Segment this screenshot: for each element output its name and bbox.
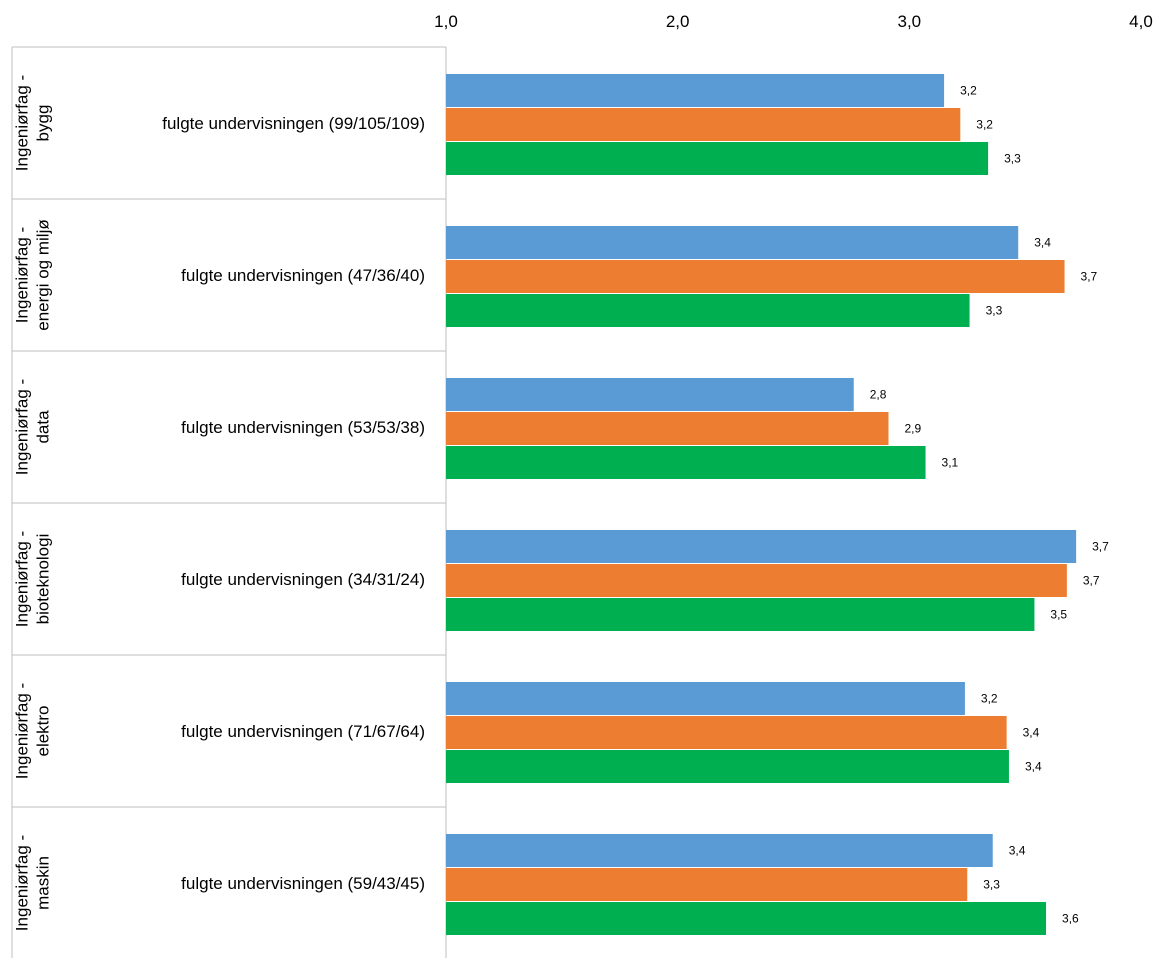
group-label-line: bygg (34, 105, 53, 142)
category-label: fulgte undervisningen (71/67/64) (181, 722, 425, 741)
bar (446, 530, 1077, 563)
bar (446, 412, 889, 445)
category-label: fulgte undervisningen (34/31/24) (181, 570, 425, 589)
group-label-line: Ingeniørfag - (13, 531, 32, 627)
bar (446, 226, 1019, 259)
bar (446, 378, 854, 411)
bar (446, 446, 926, 479)
data-label: 3,7 (1083, 574, 1100, 588)
bar (446, 868, 968, 901)
bar (446, 142, 989, 175)
group-label-line: elektro (34, 705, 53, 756)
bar (446, 682, 965, 715)
bar (446, 294, 970, 327)
data-label: 3,7 (1081, 270, 1098, 284)
data-label: 3,2 (960, 84, 977, 98)
data-label: 3,4 (1034, 236, 1051, 250)
data-label: 2,8 (870, 388, 887, 402)
bar (446, 598, 1035, 631)
bar (446, 108, 961, 141)
data-label: 3,4 (1025, 760, 1042, 774)
group-label: Ingeniørfag - data (13, 379, 53, 475)
group-label-line: energi og miljø (34, 219, 53, 331)
group-label-line: bioteknologi (34, 534, 53, 625)
data-label: 3,3 (1004, 152, 1021, 166)
data-label: 3,2 (976, 118, 993, 132)
data-label: 3,6 (1062, 912, 1079, 926)
group-label: Ingeniørfag - maskin (13, 835, 53, 931)
data-label: 3,7 (1092, 540, 1109, 554)
data-label: 3,5 (1050, 608, 1067, 622)
group-label-line: data (34, 410, 53, 444)
data-label: 3,3 (986, 304, 1003, 318)
data-label: 3,4 (1023, 726, 1040, 740)
bar (446, 74, 945, 107)
bar (446, 260, 1065, 293)
bar (446, 834, 993, 867)
group-label-line: Ingeniørfag - (13, 379, 32, 475)
group-label-line: Ingeniørfag - (13, 227, 32, 323)
bar (446, 716, 1007, 749)
category-label: fulgte undervisningen (53/53/38) (181, 418, 425, 437)
group-label: Ingeniørfag - bygg (13, 75, 53, 171)
group-label-line: maskin (34, 856, 53, 910)
bar (446, 750, 1009, 783)
x-tick-label: 3,0 (898, 12, 922, 31)
group-label-line: Ingeniørfag - (13, 683, 32, 779)
x-tick-label: 4,0 (1129, 12, 1153, 31)
data-label: 2,9 (904, 422, 921, 436)
bar (446, 564, 1067, 597)
data-label: 3,1 (942, 456, 959, 470)
group-label: Ingeniørfag - bioteknologi (13, 531, 53, 627)
bar (446, 902, 1047, 935)
data-label: 3,4 (1009, 844, 1026, 858)
group-label: Ingeniørfag - energi og miljø (13, 219, 53, 331)
group-label-line: Ingeniørfag - (13, 75, 32, 171)
category-label: fulgte undervisningen (47/36/40) (181, 266, 425, 285)
category-label: fulgte undervisningen (99/105/109) (162, 114, 425, 133)
x-tick-label: 1,0 (434, 12, 458, 31)
group-label: Ingeniørfag - elektro (13, 683, 53, 779)
data-label: 3,2 (981, 692, 998, 706)
category-label: fulgte undervisningen (59/43/45) (181, 874, 425, 893)
group-label-line: Ingeniørfag - (13, 835, 32, 931)
x-tick-label: 2,0 (666, 12, 690, 31)
data-label: 3,3 (983, 878, 1000, 892)
